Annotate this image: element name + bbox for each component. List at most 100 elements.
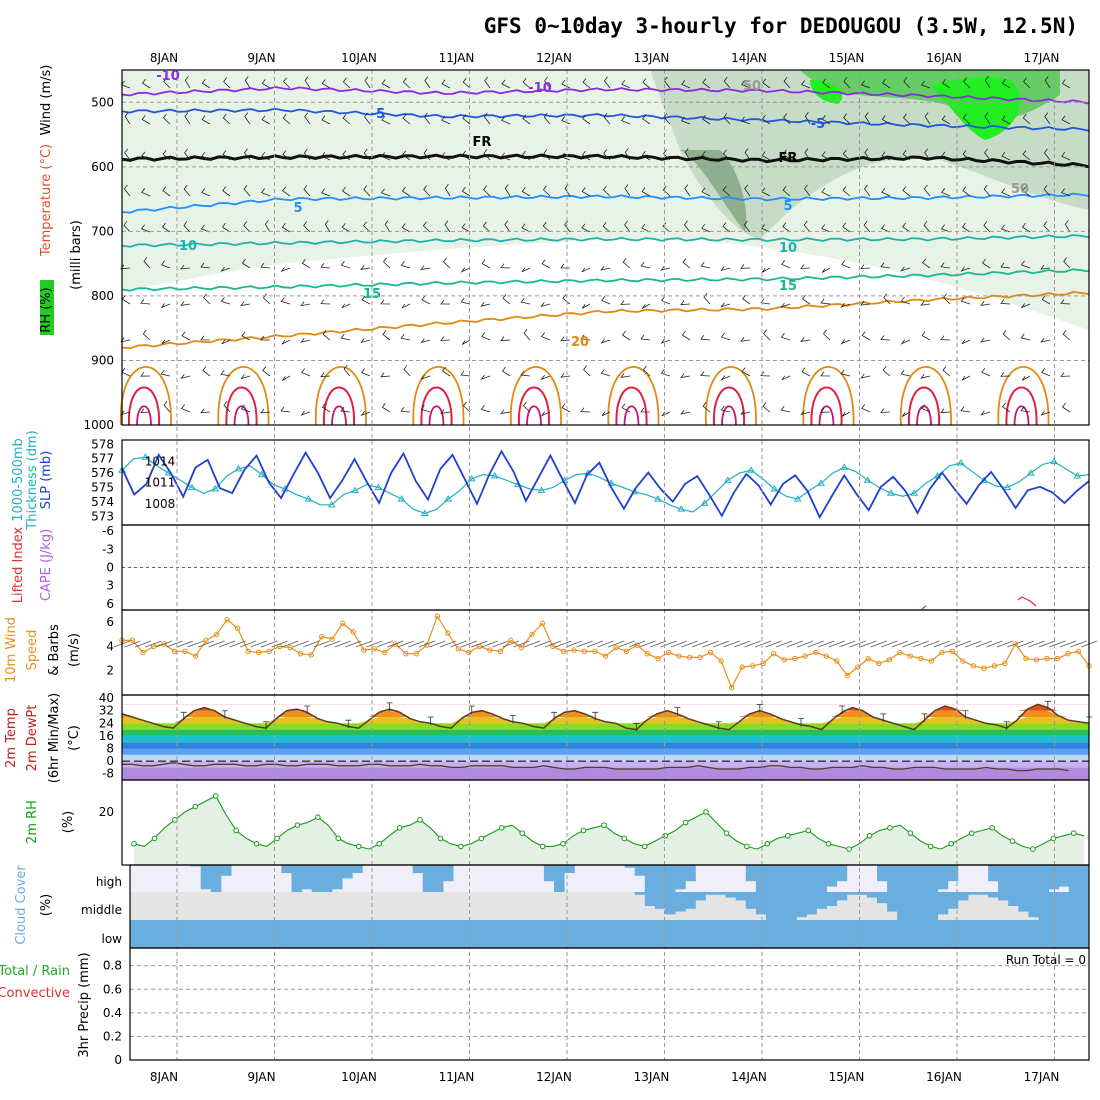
date-bottom-9JAN: 9JAN <box>247 1070 275 1084</box>
wind-barb <box>542 185 551 197</box>
thickness-marker <box>374 483 383 491</box>
wind-barb <box>621 403 631 413</box>
wind-barb <box>201 151 211 161</box>
frame-air <box>121 69 1090 426</box>
cloud-bar-middle <box>675 892 686 912</box>
cloud-bar-low <box>1078 920 1090 948</box>
wind-barb <box>581 187 591 197</box>
wind-barb <box>243 148 251 161</box>
wind-barb <box>483 112 491 125</box>
wind-barb <box>804 184 811 197</box>
cloud-bar-middle <box>856 892 868 895</box>
thickness-marker <box>467 474 476 482</box>
wind-barb <box>280 266 291 273</box>
wind-barb <box>761 224 771 233</box>
wind-barb <box>743 220 751 233</box>
wind10-marker <box>497 648 504 654</box>
wind-barb <box>340 406 351 413</box>
wind-barb <box>804 112 811 125</box>
wind-barb <box>920 80 931 89</box>
wind10-marker <box>1075 648 1082 654</box>
wind10-barb <box>502 640 520 648</box>
wind10-barb <box>229 640 246 648</box>
bl-loop-magenta <box>818 405 835 426</box>
wind-barb <box>321 115 331 125</box>
wind-barb <box>402 114 411 125</box>
wind10-marker <box>844 672 850 679</box>
bl-loop-red <box>615 386 648 426</box>
tick-thickness: 578 <box>91 437 114 451</box>
wind-barb <box>860 264 871 270</box>
wind-barb <box>642 365 651 377</box>
wind-barb <box>1061 79 1071 89</box>
cloud-bar-low <box>442 920 454 948</box>
rh2m-marker <box>294 822 301 828</box>
wind-barb <box>820 298 831 305</box>
wind-barb <box>282 77 291 89</box>
wind-barb <box>301 258 311 269</box>
cloud-bar-middle <box>725 892 737 898</box>
cloud-bar-high <box>755 865 767 892</box>
wind-barb <box>183 184 191 197</box>
wind-barb <box>720 302 731 308</box>
tick-precip: 0.8 <box>103 959 122 973</box>
wind-barb <box>420 265 431 271</box>
wind10-barb <box>649 640 667 648</box>
wind-barb <box>460 297 471 305</box>
wind-barb <box>200 262 211 269</box>
cloud-bar-middle <box>806 892 817 915</box>
wind-barb <box>1063 257 1071 269</box>
wind-barb <box>621 116 631 125</box>
wind-barb <box>1040 410 1051 416</box>
wind-barb <box>480 374 491 380</box>
wind-barb <box>160 260 171 269</box>
tick-wind: 6 <box>106 615 114 629</box>
wind-barb <box>1044 112 1051 125</box>
wind10-marker <box>665 649 672 656</box>
wind-barb <box>240 301 251 307</box>
wind-barb <box>261 115 271 125</box>
wind-barb <box>781 375 791 381</box>
wind-barb <box>541 332 551 341</box>
thickness-marker <box>351 486 359 493</box>
thickness-marker <box>257 470 266 478</box>
date-bottom-16JAN: 16JAN <box>926 1070 962 1084</box>
wind10-marker <box>728 685 735 691</box>
cloud-bar-high <box>624 865 636 868</box>
wind10-barb <box>250 640 267 648</box>
wind-barb <box>262 366 271 377</box>
cloud-bar-low <box>321 920 333 948</box>
wind-barb <box>341 186 351 197</box>
wind10-barb <box>576 640 593 648</box>
wind10-barb <box>776 640 793 648</box>
wind-barb <box>540 302 551 308</box>
wind10-marker <box>466 649 472 656</box>
wind-barb <box>841 411 851 417</box>
cloud-bar-middle <box>735 892 747 901</box>
cloud-bar-high <box>947 865 959 882</box>
wind-barb <box>402 150 411 161</box>
cloud-bar-middle <box>665 892 676 915</box>
wind-barb <box>262 293 271 305</box>
tick-li: 0 <box>106 561 114 575</box>
wind-barb <box>460 370 471 377</box>
wind10-barb <box>691 640 709 648</box>
wind-barb <box>442 257 451 269</box>
cloud-bar-low <box>755 920 767 948</box>
label-rh2m: 2m RH <box>25 800 40 844</box>
rh2m-marker <box>662 832 668 839</box>
cloud-bar-low <box>786 920 797 948</box>
tick-temp: 24 <box>99 716 114 730</box>
cloud-bar-low <box>594 920 605 948</box>
tick-li: 6 <box>106 597 114 611</box>
wind-barb <box>740 337 751 342</box>
wind10-barb <box>807 640 824 648</box>
label-cape: CAPE (J/kg) <box>39 529 54 601</box>
wind-barb <box>702 78 711 89</box>
cloud-bar-middle <box>705 892 716 895</box>
temp-minmax <box>221 710 228 719</box>
thickness-marker <box>863 476 872 483</box>
wind-barb <box>981 258 991 269</box>
wind-barb <box>462 114 471 125</box>
